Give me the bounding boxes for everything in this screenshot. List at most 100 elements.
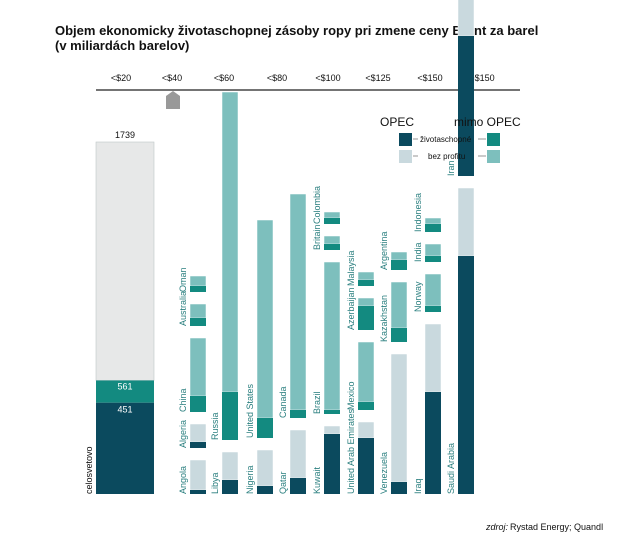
- total-label: celosvetovo: [84, 446, 94, 494]
- source: zdroj: Rystad Energy; Quandl: [485, 522, 603, 532]
- source-label: zdroj:: [485, 522, 509, 532]
- bar-not-profitable: [457, 0, 475, 37]
- country-label: Argentina: [379, 231, 389, 270]
- bar-viable: [190, 442, 206, 448]
- price-band-label: <$100: [315, 73, 340, 83]
- bar-viable: [324, 244, 340, 250]
- country-label: United Arab Emirates: [346, 408, 356, 494]
- country-label: Azerbaijan: [346, 287, 356, 330]
- bar-not-profitable: [289, 429, 307, 479]
- price-band-label: <$20: [111, 73, 131, 83]
- bars-layer: [95, 0, 475, 494]
- country-labels-layer: 1739 561 451 celosvetovo Angola Algeria China A…: [84, 130, 456, 494]
- country-label: Australia: [178, 291, 188, 326]
- non-opec-value-label: 561: [117, 381, 132, 391]
- country-label: Oman: [178, 267, 188, 292]
- opec-value-label: 451: [117, 405, 132, 415]
- country-label: Venezuela: [379, 452, 389, 494]
- country-label: Canada: [278, 386, 288, 418]
- country-label: Indonesia: [413, 193, 423, 232]
- bar-viable: [190, 490, 206, 494]
- bar-not-profitable: [323, 261, 341, 411]
- legend-non-opec: mimo OPEC: [454, 115, 521, 129]
- bar-viable: [391, 328, 407, 342]
- bar-not-profitable: [357, 271, 375, 281]
- country-label: India: [413, 242, 423, 262]
- price-band-label: >$150: [469, 73, 494, 83]
- bar-viable: [425, 392, 441, 494]
- bar-not-profitable: [424, 217, 442, 225]
- country-label: Iraq: [413, 478, 423, 494]
- bar-viable: [190, 396, 206, 412]
- bar-viable: [324, 410, 340, 414]
- bar-not-profitable: [357, 421, 375, 439]
- price-band-label: <$40: [162, 73, 182, 83]
- bar-not-profitable: [390, 281, 408, 329]
- bar-viable: [358, 402, 374, 410]
- price-axis: <$20 <$40 <$60 <$80 <$100 <$125 <$150 >$150: [96, 73, 520, 91]
- bar-viable: [358, 306, 374, 330]
- legend-viable: životaschopné: [420, 135, 472, 144]
- bar-viable: [458, 256, 474, 494]
- price-band-label: <$80: [267, 73, 287, 83]
- country-label: Algeria: [178, 420, 188, 448]
- bar-not-profitable: [424, 273, 442, 307]
- legend-opec: OPEC: [380, 115, 414, 129]
- source-text: Rystad Energy; Quandl: [510, 522, 603, 532]
- country-label: Kuwait: [312, 466, 322, 494]
- bar-viable: [190, 286, 206, 292]
- bar-not-profitable: [323, 235, 341, 245]
- bar-viable: [257, 486, 273, 494]
- bar-viable: [358, 438, 374, 494]
- legend-swatch-non-opec-not-profitable: [487, 150, 500, 163]
- country-label: Kazakhstan: [379, 295, 389, 342]
- bar-viable: [324, 218, 340, 224]
- country-label: Mexico: [346, 381, 356, 410]
- country-label: Malaysia: [346, 250, 356, 286]
- bar-not-profitable: [323, 425, 341, 435]
- bar-not-profitable: [357, 341, 375, 403]
- bar-viable: [425, 256, 441, 262]
- bar-not-profitable: [289, 193, 307, 411]
- legend: OPEC mimo OPEC životaschopné bez profitu: [380, 115, 521, 163]
- bar-viable: [290, 410, 306, 418]
- chart-title-line2: (v miliardách barelov): [55, 38, 189, 53]
- bar-not-profitable: [390, 251, 408, 261]
- bar-viable: [425, 306, 441, 312]
- bar-viable: [257, 418, 273, 438]
- country-label: Britain: [312, 224, 322, 250]
- legend-not-profitable: bez profitu: [428, 152, 465, 161]
- country-label: Libya: [210, 472, 220, 494]
- country-label: Saudi Arabia: [446, 443, 456, 494]
- bar-viable: [425, 224, 441, 232]
- bar-viable: [190, 318, 206, 326]
- bar-not-profitable: [390, 353, 408, 483]
- total-bar-opec-viable: [96, 402, 154, 494]
- country-label: Colombia: [312, 186, 322, 224]
- bar-not-profitable: [189, 337, 207, 397]
- bar-not-profitable: [189, 275, 207, 287]
- bar-not-profitable: [189, 459, 207, 491]
- bar-not-profitable: [256, 219, 274, 419]
- total-bar-not-profitable: [95, 141, 155, 381]
- country-label: Qatar: [278, 471, 288, 494]
- bar-viable: [290, 478, 306, 494]
- bar-not-profitable: [189, 423, 207, 443]
- bar-not-profitable: [256, 449, 274, 487]
- chart-title-line1: Objem ekonomicky životaschopnej zásoby r…: [55, 23, 538, 38]
- total-bar-non-opec-viable: [96, 380, 154, 403]
- price-marker: [166, 91, 180, 109]
- bar-not-profitable: [221, 451, 239, 481]
- country-label: Norway: [413, 281, 423, 312]
- bar-not-profitable: [457, 187, 475, 257]
- price-band-label: <$125: [365, 73, 390, 83]
- country-label: Angola: [178, 466, 188, 494]
- country-label: Nigeria: [245, 465, 255, 494]
- total-value-label: 1739: [115, 130, 135, 140]
- bar-not-profitable: [189, 303, 207, 319]
- country-label: China: [178, 388, 188, 412]
- legend-swatch-opec-viable: [399, 133, 412, 146]
- bar-viable: [222, 392, 238, 440]
- bar-viable: [324, 434, 340, 494]
